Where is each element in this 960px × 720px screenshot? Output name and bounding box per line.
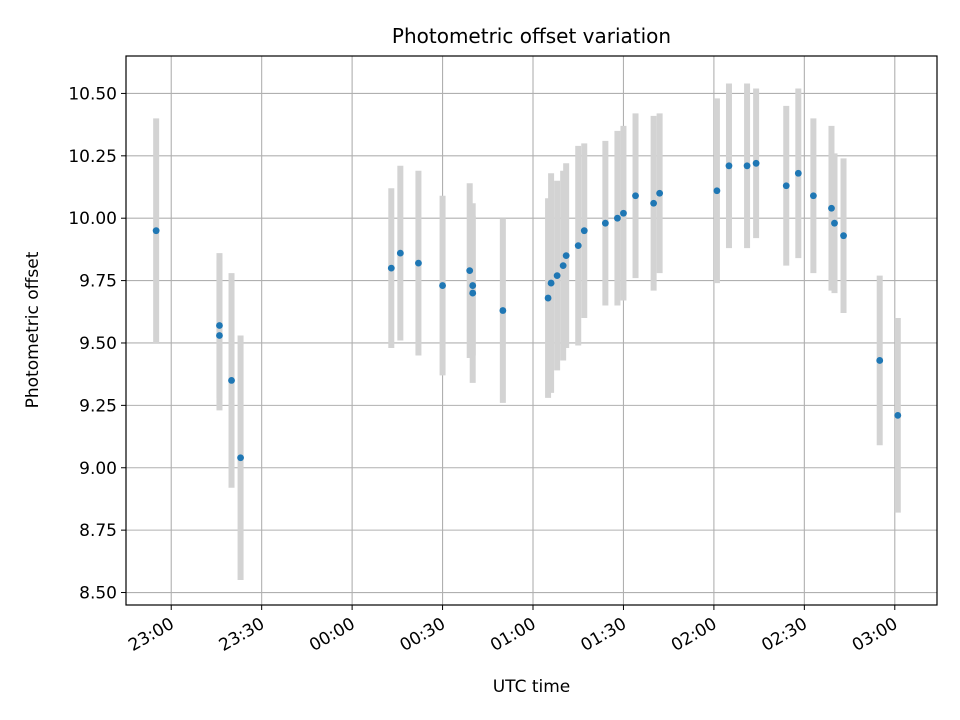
data-point [894, 411, 902, 419]
data-point [743, 162, 751, 170]
data-point [544, 294, 552, 302]
data-point [725, 162, 733, 170]
y-tick-label: 9.75 [79, 272, 117, 292]
data-point [580, 227, 588, 235]
data-point [713, 187, 721, 195]
data-point [876, 357, 884, 364]
data-point [396, 249, 404, 257]
y-axis: 8.50 8.75 9.00 9.25 9.50 9.75 10.00 10.25 10.50 [68, 84, 126, 604]
y-tick-label: 9.00 [79, 459, 117, 479]
y-tick-label: 8.75 [79, 521, 117, 541]
y-axis-label: Photometric offset [23, 251, 43, 408]
y-tick-label: 9.25 [79, 396, 117, 416]
data-point [782, 182, 790, 190]
data-point [601, 219, 609, 227]
y-tick-label: 9.50 [79, 334, 117, 354]
plot-frame [125, 55, 938, 606]
y-tick-label: 10.25 [68, 147, 117, 167]
data-point [650, 199, 658, 207]
data-point [553, 272, 561, 279]
data-point [840, 232, 847, 240]
data-point [469, 289, 477, 297]
data-point [620, 209, 627, 217]
data-point [809, 192, 817, 200]
data-point [656, 189, 664, 197]
data-point [228, 377, 235, 384]
data-point [152, 227, 160, 235]
data-point [237, 454, 244, 462]
data-point [831, 219, 838, 227]
y-tick-label: 10.50 [68, 84, 117, 104]
data-point [574, 242, 582, 250]
data-point [794, 169, 802, 177]
data-point [469, 282, 477, 289]
data-point [216, 332, 223, 339]
data-point [387, 264, 395, 272]
data-point [632, 192, 639, 200]
data-point [415, 259, 422, 267]
y-tick-label: 8.50 [79, 584, 117, 604]
data-point [499, 307, 507, 314]
data-point [559, 262, 567, 270]
data-points [152, 159, 902, 462]
data-point [439, 282, 446, 289]
x-axis-label: UTC time [493, 677, 571, 697]
data-point [562, 252, 570, 260]
data-point [547, 279, 555, 287]
data-point [614, 214, 621, 222]
y-tick-label: 10.00 [68, 209, 117, 229]
data-point [216, 322, 223, 329]
data-point [466, 267, 474, 275]
data-point [752, 159, 760, 167]
data-point [828, 204, 835, 212]
chart-title: Photometric offset variation [392, 24, 671, 48]
